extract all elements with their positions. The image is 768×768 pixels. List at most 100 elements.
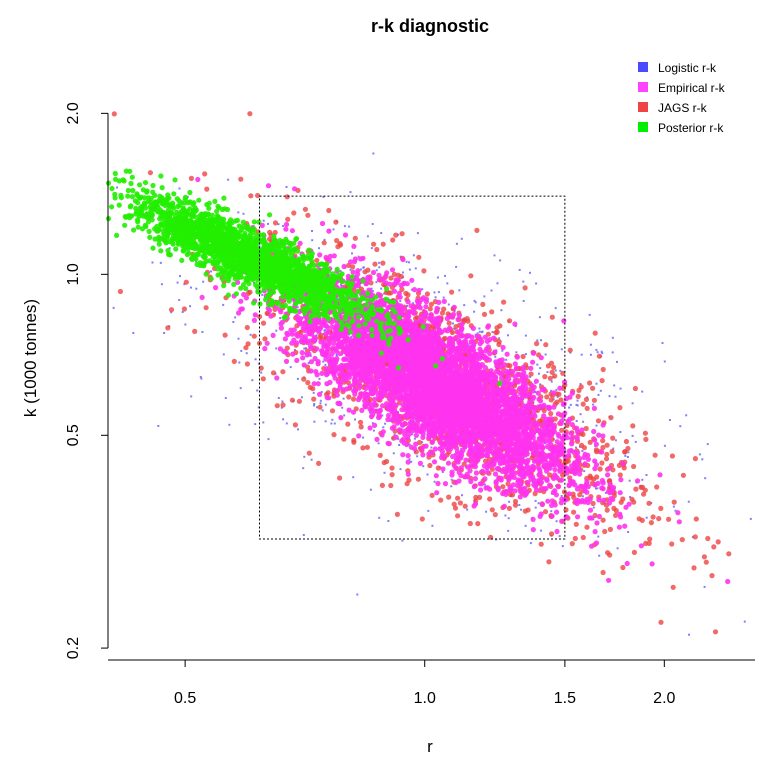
data-point (413, 437, 416, 440)
data-point (597, 535, 600, 538)
data-point (584, 405, 590, 411)
data-point (570, 491, 576, 497)
data-point (294, 357, 300, 363)
data-point (542, 374, 548, 380)
data-point (596, 432, 602, 438)
data-point (498, 337, 501, 340)
data-point (472, 476, 478, 482)
data-point (568, 406, 571, 409)
data-point (371, 223, 374, 225)
data-point (190, 286, 192, 289)
data-point (239, 387, 242, 390)
data-point (165, 325, 171, 331)
data-point (277, 397, 280, 399)
data-point (535, 282, 538, 285)
data-point (543, 342, 549, 348)
data-point (663, 444, 666, 447)
data-point (231, 358, 237, 364)
data-point (421, 288, 424, 291)
data-point (507, 529, 510, 532)
data-point (431, 459, 438, 465)
data-point (658, 619, 664, 625)
data-point (602, 528, 608, 535)
data-point (596, 513, 603, 520)
data-point (591, 476, 597, 482)
data-point (334, 392, 340, 398)
data-point (242, 212, 245, 215)
data-point (399, 286, 405, 292)
data-point (372, 429, 375, 432)
data-point (485, 323, 492, 329)
data-point (178, 187, 181, 190)
data-point (388, 275, 394, 281)
data-point (625, 445, 631, 452)
data-point (544, 476, 550, 482)
data-point (643, 540, 649, 547)
data-point (409, 333, 412, 336)
data-point (426, 473, 429, 476)
data-point (394, 511, 400, 517)
data-point (506, 505, 512, 511)
data-point (501, 503, 507, 509)
data-point (303, 455, 306, 458)
data-point (416, 254, 422, 260)
data-point (671, 499, 677, 505)
data-point (549, 416, 555, 422)
data-point (199, 376, 202, 378)
data-point (200, 377, 203, 380)
data-point (601, 352, 604, 355)
data-point (354, 418, 356, 421)
data-point (550, 380, 553, 383)
data-point (449, 289, 455, 295)
data-point (384, 422, 387, 425)
data-point (501, 349, 504, 352)
data-point (203, 305, 209, 311)
data-point (453, 310, 456, 312)
data-point (579, 442, 585, 448)
data-point (496, 339, 502, 345)
data-point (524, 353, 527, 356)
data-point (606, 500, 613, 506)
data-point (311, 239, 314, 242)
data-point (399, 468, 402, 471)
data-point (611, 336, 614, 339)
data-point (372, 261, 378, 267)
data-point (574, 434, 580, 440)
data-point (559, 477, 565, 483)
data-point (538, 316, 541, 319)
data-point (311, 230, 313, 232)
data-point (725, 578, 731, 585)
data-point (336, 400, 342, 406)
data-point (453, 328, 456, 331)
data-point (437, 291, 440, 294)
data-point (252, 312, 258, 318)
data-point (355, 397, 362, 403)
data-point (341, 436, 347, 442)
data-point (596, 351, 599, 354)
data-point (362, 266, 365, 269)
data-point (244, 361, 250, 367)
data-point (379, 482, 385, 488)
data-point (176, 281, 179, 284)
data-point (436, 299, 442, 305)
data-point (450, 485, 453, 488)
data-point (597, 466, 603, 472)
data-point (704, 477, 707, 480)
data-point (319, 370, 325, 376)
data-point (504, 351, 510, 357)
data-point (324, 420, 327, 423)
data-point (749, 517, 752, 520)
data-point (476, 332, 479, 335)
data-point (333, 422, 336, 425)
data-point (237, 337, 240, 340)
data-point (296, 306, 299, 309)
data-point (400, 256, 406, 263)
data-point (340, 283, 342, 286)
data-point (642, 430, 649, 436)
data-point (661, 342, 664, 344)
data-point (613, 384, 616, 387)
data-point (319, 399, 322, 402)
data-point (400, 452, 406, 458)
data-point (583, 470, 586, 473)
data-point (583, 396, 590, 403)
